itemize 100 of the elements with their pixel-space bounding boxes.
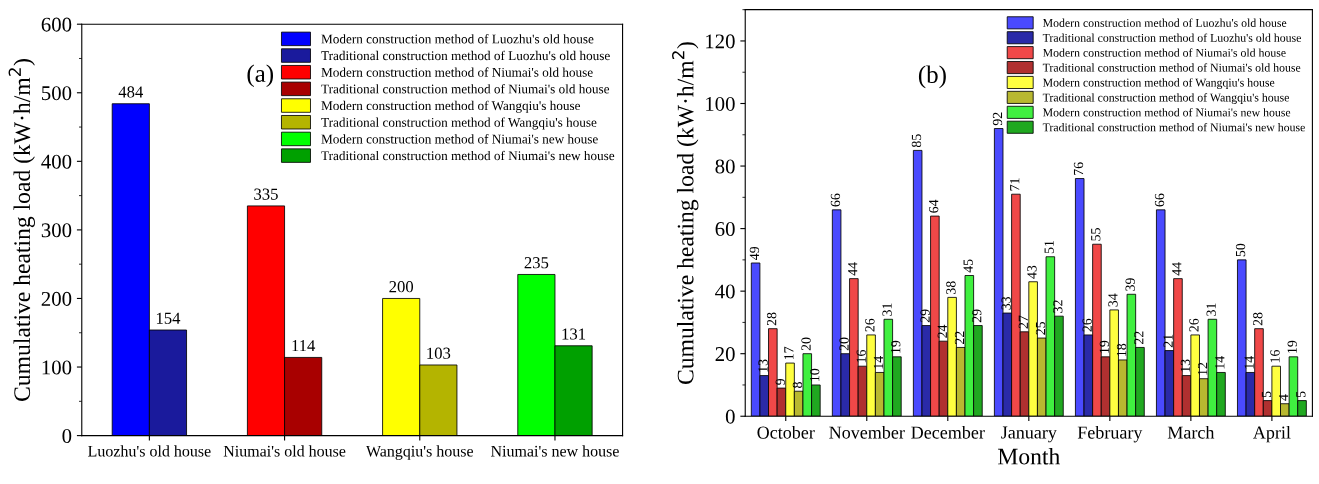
data-label: 235	[524, 257, 549, 269]
data-label: 20	[801, 337, 811, 351]
data-label: 9	[775, 378, 785, 385]
x-tick-label: February	[1077, 425, 1143, 443]
data-label: 18	[1116, 343, 1127, 356]
data-label: 5	[1296, 391, 1306, 398]
data-label: 49	[749, 246, 760, 260]
x-axis-title: Month	[998, 447, 1060, 465]
data-label: 16	[1270, 349, 1280, 363]
data-label: 13	[758, 359, 768, 372]
data-label: 131	[562, 328, 586, 340]
data-label: 64	[929, 199, 939, 213]
data-label: 71	[1010, 178, 1020, 191]
x-tick-label: Wangqiu's house	[365, 445, 474, 460]
data-label: 22	[1134, 331, 1144, 345]
data-label: 29	[920, 309, 930, 323]
data-label: 19	[891, 340, 901, 353]
data-label: 43	[1027, 265, 1037, 279]
data-label: 92	[992, 112, 1003, 126]
data-label: 25	[1035, 321, 1046, 335]
data-label: 28	[766, 312, 777, 326]
data-label: 39	[1125, 278, 1135, 291]
y-tick-label: 80	[715, 159, 735, 174]
data-label: 154	[156, 312, 181, 324]
data-label: 484	[118, 86, 144, 98]
data-label: 14	[1215, 356, 1225, 369]
legend-label: Traditional construction method of Wangqiu's house	[1042, 93, 1289, 104]
y-tick-label: 500	[42, 86, 72, 101]
legend-label: Traditional construction method of Wangqiu's house	[321, 117, 597, 130]
data-label: 55	[1091, 228, 1101, 241]
data-label: 20	[839, 337, 849, 351]
legend-label: Traditional construction method of Luozhu's old house	[1042, 33, 1301, 42]
legend-label: Modern construction method of Luozhu's old house	[1042, 18, 1287, 27]
y-tick-label: 60	[715, 221, 735, 237]
data-label: 31	[1206, 303, 1216, 316]
data-label: 14	[873, 356, 884, 369]
legend-label: Traditional construction method of Niumai's old house	[1042, 63, 1301, 72]
data-label: 12	[1197, 362, 1208, 375]
legend-label: Traditional construction method of Niumai's new house	[321, 150, 615, 161]
y-tick-label: 400	[41, 154, 72, 169]
y-tick-label: 20	[715, 347, 735, 362]
y-tick-label: 0	[62, 428, 72, 444]
text: (a)	[247, 64, 274, 88]
data-label: 5	[1261, 391, 1272, 398]
data-label: 31	[882, 303, 892, 316]
data-label: 44	[1172, 262, 1182, 276]
data-label: 29	[972, 309, 982, 323]
data-label: 4	[1279, 394, 1289, 401]
data-label: 10	[809, 368, 820, 381]
legend-label: Traditional construction method of Niumai's new house	[1042, 122, 1305, 132]
data-label: 17	[784, 346, 794, 360]
data-label: 28	[1253, 312, 1263, 326]
data-label: 45	[963, 259, 973, 273]
x-tick-label: Luozhu's old house	[88, 445, 211, 457]
data-label: 103	[427, 347, 451, 359]
x-tick-label: Niumai's new house	[491, 445, 619, 457]
data-label: 76	[1073, 162, 1084, 175]
legend-label: Traditional construction method of Luozhu's old house	[321, 50, 610, 61]
data-label: 34	[1108, 293, 1118, 307]
data-label: 19	[1287, 340, 1297, 353]
data-label: 51	[1044, 240, 1054, 254]
data-label: 14	[1244, 356, 1254, 369]
data-label: 26	[1189, 318, 1199, 332]
data-label: 24	[937, 324, 947, 338]
x-tick-label: November	[829, 425, 905, 439]
x-tick-label: October	[757, 425, 815, 439]
legend-label: Modern construction method of Niumai's new house	[321, 134, 598, 144]
legend-label: Modern construction method of Wangqiu's house	[321, 100, 581, 113]
y-tick-label: 0	[725, 409, 735, 424]
data-label: 26	[1082, 318, 1092, 332]
data-label: 19	[1099, 340, 1110, 353]
legend-label: Modern construction method of Niumai's old house	[1042, 48, 1286, 57]
data-label: 32	[1053, 300, 1063, 313]
data-label: 50	[1235, 243, 1246, 257]
data-label: 13	[1180, 359, 1191, 372]
legend-label: Modern construction method of Niumai's old house	[321, 67, 593, 77]
data-label: 16	[856, 349, 866, 363]
data-label: 33	[1001, 296, 1011, 310]
y-tick-label: 600	[41, 17, 72, 32]
x-tick-label: Niumai's old house	[223, 445, 346, 457]
y-tick-label: 300	[41, 223, 72, 238]
legend-label: Modern construction method of Luozhu's old house	[321, 34, 594, 44]
y-tick-label: 100	[42, 360, 72, 375]
y-tick-label: 40	[715, 284, 735, 299]
y-axis-title: Cumulative heating load (kW·h/m$^{2}$)	[672, 42, 699, 384]
data-label: 27	[1018, 315, 1028, 329]
legend-label: Modern construction method of Wangqiu's house	[1042, 78, 1275, 89]
data-label: 26	[865, 318, 875, 332]
data-label: 335	[254, 188, 278, 200]
data-label: 66	[830, 193, 841, 207]
data-label: 114	[292, 340, 316, 352]
data-label: 44	[848, 262, 858, 276]
x-tick-label: December	[911, 425, 985, 439]
legend-label: Modern construction method of Niumai's new house	[1042, 108, 1291, 117]
text: (b)	[918, 65, 946, 89]
legend-label: Traditional construction method of Niumai's old house	[321, 84, 610, 94]
data-label: 22	[954, 331, 965, 345]
y-axis-title: Cumulative heating load (kW·h/m$^{2}$)	[8, 59, 35, 401]
y-tick-label: 200	[41, 291, 72, 306]
x-tick-label: January	[1001, 426, 1057, 443]
